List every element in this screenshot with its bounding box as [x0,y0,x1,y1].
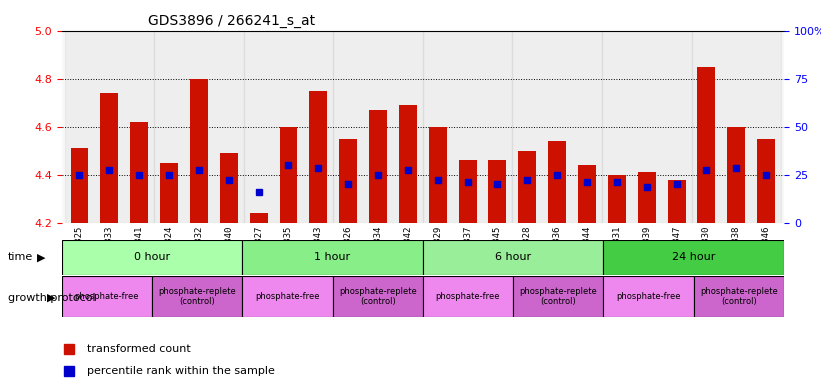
FancyBboxPatch shape [62,240,242,275]
Bar [429,127,447,223]
Text: time: time [8,252,34,262]
Text: 0 hour: 0 hour [134,252,170,262]
FancyBboxPatch shape [242,240,423,275]
FancyBboxPatch shape [694,276,784,317]
Text: phosphate-replete
(control): phosphate-replete (control) [520,287,597,306]
Bar [698,67,715,223]
Bar [65,31,154,223]
FancyBboxPatch shape [62,276,152,317]
Text: GDS3896 / 266241_s_at: GDS3896 / 266241_s_at [149,14,315,28]
Text: transformed count: transformed count [87,344,190,354]
Bar [423,31,512,223]
FancyBboxPatch shape [242,276,333,317]
Bar [608,175,626,223]
Bar [190,79,208,223]
Text: growth protocol: growth protocol [8,293,96,303]
Text: ▶: ▶ [37,252,45,262]
Bar [399,105,417,223]
FancyBboxPatch shape [603,276,694,317]
Bar [512,31,602,223]
Text: phosphate-replete
(control): phosphate-replete (control) [700,287,777,306]
Text: 1 hour: 1 hour [314,252,351,262]
Bar [757,139,775,223]
FancyBboxPatch shape [333,276,423,317]
Bar [727,127,745,223]
Bar [638,172,656,223]
Bar [691,31,781,223]
Bar [220,153,238,223]
Text: phosphate-free: phosphate-free [75,292,139,301]
Bar [369,110,387,223]
Bar [488,161,507,223]
Bar [71,148,89,223]
Bar [250,213,268,223]
Bar [578,165,596,223]
FancyBboxPatch shape [513,276,603,317]
Text: phosphate-free: phosphate-free [255,292,319,301]
FancyBboxPatch shape [423,276,513,317]
Bar [100,93,118,223]
Bar [310,91,328,223]
Bar [244,31,333,223]
Bar [459,161,476,223]
Text: 6 hour: 6 hour [495,252,531,262]
Bar [602,31,691,223]
Text: phosphate-free: phosphate-free [617,292,681,301]
Bar [154,31,244,223]
Bar [548,141,566,223]
Bar [160,163,178,223]
FancyBboxPatch shape [152,276,242,317]
Bar [279,127,297,223]
Bar [131,122,148,223]
Text: 24 hour: 24 hour [672,252,715,262]
FancyBboxPatch shape [423,240,603,275]
Text: percentile rank within the sample: percentile rank within the sample [87,366,275,376]
Text: phosphate-free: phosphate-free [436,292,500,301]
Text: phosphate-replete
(control): phosphate-replete (control) [339,287,416,306]
Bar [667,180,686,223]
Bar [333,31,423,223]
FancyBboxPatch shape [603,240,784,275]
Text: phosphate-replete
(control): phosphate-replete (control) [158,287,236,306]
Bar [518,151,536,223]
Bar [339,139,357,223]
Text: ▶: ▶ [47,293,55,303]
